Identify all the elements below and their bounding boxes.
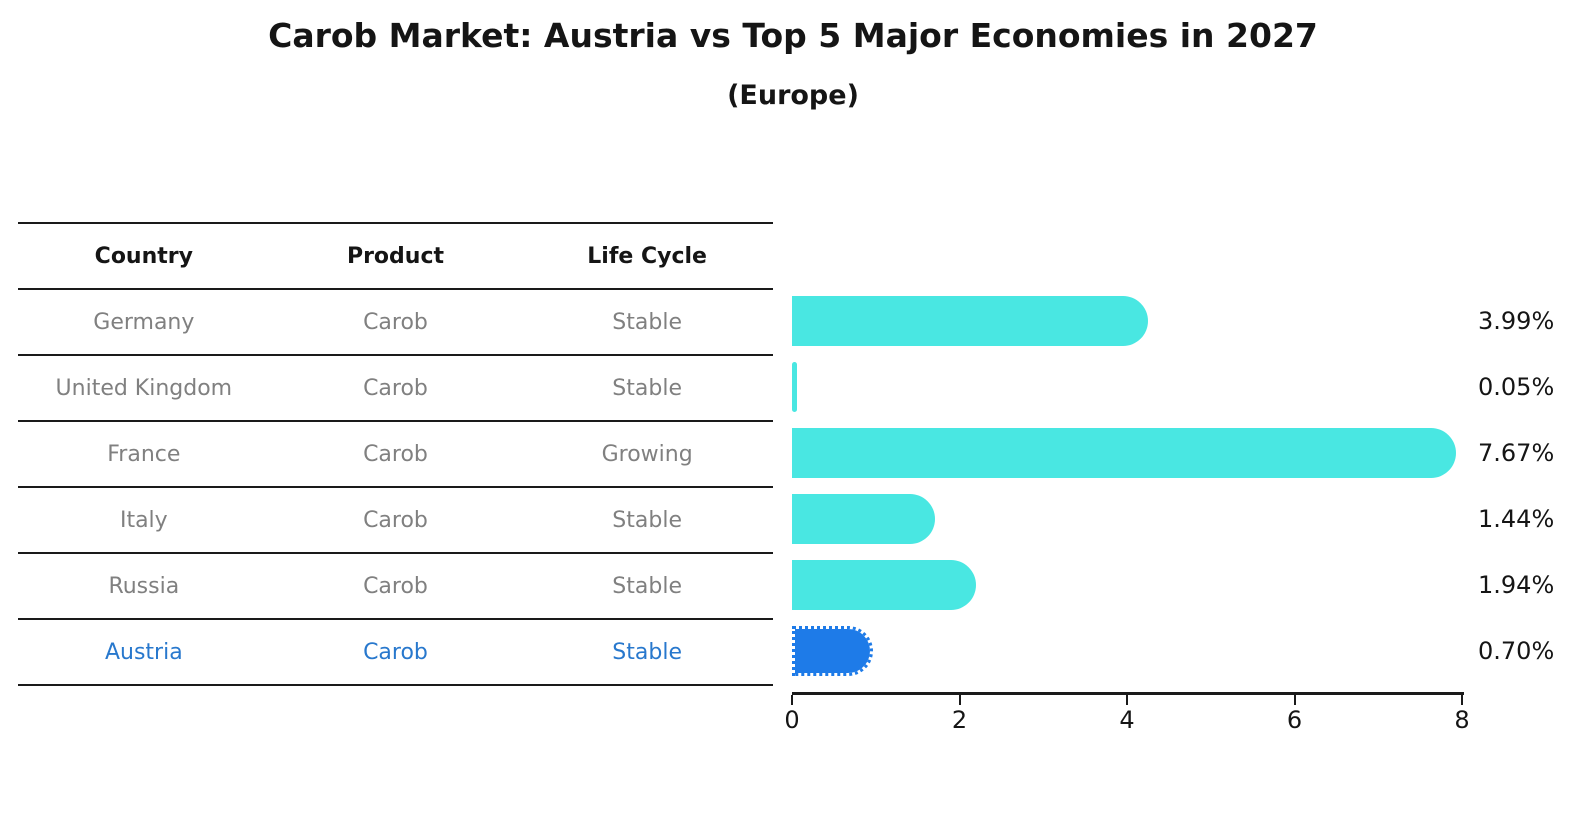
table-cell: Carob bbox=[363, 441, 428, 467]
x-axis-tick bbox=[1461, 695, 1463, 705]
bar-united-kingdom bbox=[792, 362, 797, 412]
chart-subtitle: (Europe) bbox=[727, 80, 859, 111]
table-cell: Austria bbox=[104, 639, 183, 665]
x-axis-tick bbox=[1293, 695, 1296, 705]
table-cell: Carob bbox=[363, 507, 428, 533]
x-axis-tick-label: 2 bbox=[951, 706, 968, 734]
table-row-italy: Italy Carob Stable bbox=[18, 486, 773, 552]
table-cell: Germany bbox=[93, 309, 195, 335]
x-axis-tick bbox=[958, 695, 961, 705]
bar-chart-plot-area bbox=[792, 288, 1462, 684]
bar-row bbox=[792, 420, 1462, 486]
value-label: 1.94% bbox=[1478, 571, 1555, 599]
country-table: Country Product Life Cycle Germany Carob Stab… bbox=[18, 222, 773, 686]
table-cell: Stable bbox=[612, 375, 682, 401]
table-cell: France bbox=[107, 441, 181, 467]
value-label: 3.99% bbox=[1478, 307, 1555, 335]
bar-russia bbox=[792, 560, 977, 610]
x-axis-tick-label: 6 bbox=[1286, 706, 1303, 734]
table-cell: Stable bbox=[612, 639, 682, 665]
bar-italy bbox=[792, 494, 935, 544]
bar-row bbox=[792, 354, 1462, 420]
table-cell: United Kingdom bbox=[55, 375, 233, 401]
table-row-russia: Russia Carob Stable bbox=[18, 552, 773, 618]
table-cell: Carob bbox=[363, 375, 428, 401]
table-row-france: France Carob Growing bbox=[18, 420, 773, 486]
table-cell: Carob bbox=[363, 309, 428, 335]
table-row-germany: Germany Carob Stable bbox=[18, 288, 773, 354]
table-cell: Stable bbox=[612, 309, 682, 335]
bar-austria bbox=[792, 626, 873, 676]
x-axis-tick bbox=[791, 695, 793, 705]
value-label-column: 3.99% 0.05% 7.67% 1.44% 1.94% 0.70% bbox=[1478, 288, 1578, 684]
bar-row bbox=[792, 486, 1462, 552]
table-row-united-kingdom: United Kingdom Carob Stable bbox=[18, 354, 773, 420]
table-cell: Carob bbox=[363, 573, 428, 599]
table-cell: Russia bbox=[108, 573, 180, 599]
bar-germany bbox=[792, 296, 1149, 346]
chart-title: Carob Market: Austria vs Top 5 Major Eco… bbox=[268, 16, 1318, 55]
bar-row bbox=[792, 618, 1462, 684]
value-label: 7.67% bbox=[1478, 439, 1555, 467]
table-row-austria: Austria Carob Stable bbox=[18, 618, 773, 684]
table-cell: Life Cycle bbox=[587, 243, 707, 269]
bar-row bbox=[792, 288, 1462, 354]
x-axis-tick-label: 8 bbox=[1454, 706, 1470, 734]
x-axis-tick-label: 0 bbox=[784, 706, 800, 734]
value-label: 1.44% bbox=[1478, 505, 1555, 533]
bar-row bbox=[792, 552, 1462, 618]
table-header-row: Country Product Life Cycle bbox=[18, 222, 773, 288]
x-axis-tick-label: 4 bbox=[1119, 706, 1135, 734]
bar-france bbox=[792, 428, 1457, 478]
table-cell: Country bbox=[94, 243, 193, 269]
table-cell: Product bbox=[346, 243, 445, 269]
x-axis bbox=[792, 692, 1464, 695]
x-axis-tick bbox=[1126, 695, 1128, 705]
table-cell: Italy bbox=[119, 507, 168, 533]
value-label: 0.05% bbox=[1478, 373, 1555, 401]
table-cell: Stable bbox=[612, 573, 682, 599]
table-cell: Growing bbox=[601, 441, 693, 467]
table-cell: Stable bbox=[612, 507, 682, 533]
value-label: 0.70% bbox=[1478, 637, 1555, 665]
table-cell: Carob bbox=[363, 639, 428, 665]
